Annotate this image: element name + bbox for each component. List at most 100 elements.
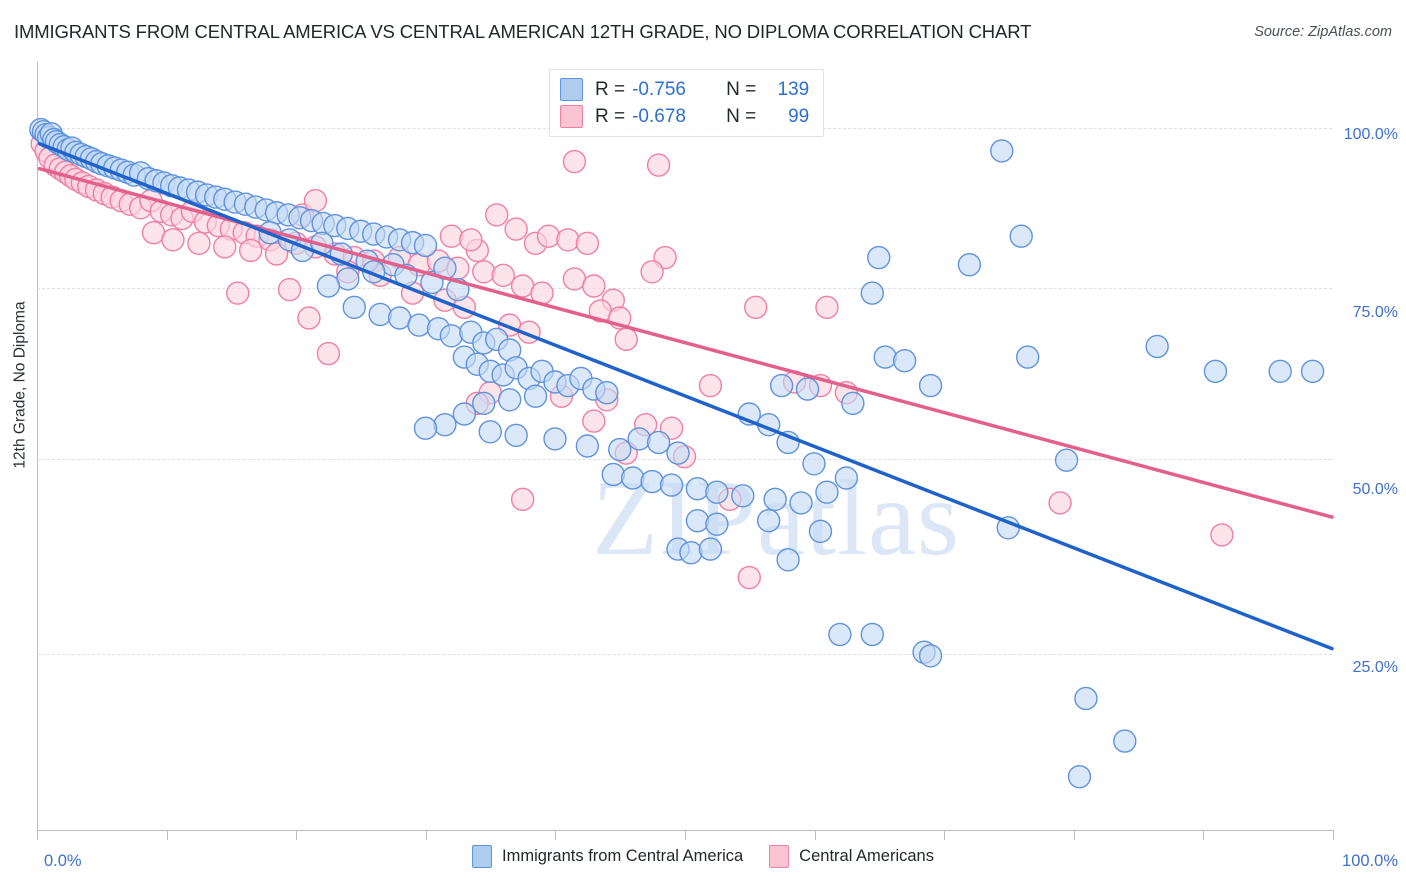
data-point [543, 427, 567, 451]
data-point [815, 480, 839, 504]
data-point [860, 281, 884, 305]
data-point [556, 228, 580, 252]
blue-r-label: R = [595, 78, 626, 100]
data-point [737, 565, 761, 590]
data-point [582, 409, 606, 433]
data-point [161, 228, 185, 252]
legend-row-pink: R = -0.678 N = 99 [560, 103, 809, 130]
data-point [808, 519, 833, 544]
x-axis-max-label: 100.0% [1342, 852, 1398, 870]
scatter-layer [29, 117, 1334, 789]
y-tick-label-75: 75.0% [1352, 303, 1398, 321]
data-point [860, 622, 884, 647]
data-point [187, 231, 211, 256]
blue-r-value: -0.756 [632, 78, 686, 100]
data-point [277, 277, 302, 302]
data-point [705, 480, 729, 504]
x-tick-9 [1203, 830, 1205, 840]
data-point [413, 416, 438, 440]
page-title: IMMIGRANTS FROM CENTRAL AMERICA VS CENTR… [14, 21, 1032, 42]
data-point [705, 512, 729, 536]
data-point [763, 487, 787, 512]
data-point [472, 260, 496, 284]
gridline-25 [37, 654, 1332, 655]
legend-swatch-pink-icon [560, 105, 583, 128]
data-point [459, 228, 483, 252]
data-point [698, 537, 723, 561]
legend-swatch-immigrants-icon [472, 845, 493, 868]
data-point [685, 508, 710, 533]
y-tick-label-50: 50.0% [1352, 481, 1398, 499]
data-point [802, 452, 826, 476]
legend-swatch-blue-icon [560, 78, 583, 101]
data-point [575, 434, 600, 458]
data-point [141, 220, 166, 245]
data-point [433, 412, 457, 437]
data-point [316, 341, 341, 366]
data-point [562, 267, 587, 291]
x-tick-6 [814, 830, 816, 840]
data-point [413, 233, 438, 258]
data-point [1210, 523, 1234, 547]
data-point [640, 260, 664, 284]
source-attribution: Source: ZipAtlas.com [1254, 24, 1392, 40]
data-point [601, 462, 625, 487]
data-point [769, 373, 794, 398]
data-point [407, 313, 431, 337]
data-point [497, 388, 522, 412]
y-tick-label-100: 100.0% [1343, 125, 1398, 143]
data-point [1203, 359, 1228, 384]
data-point [316, 274, 341, 298]
legend-row-blue: R = -0.756 N = 139 [560, 76, 809, 103]
data-point [510, 274, 535, 298]
data-point [387, 306, 412, 330]
y-axis-title-label: 12th Grade, No Diploma [12, 301, 30, 469]
data-point [595, 380, 619, 405]
blue-n-value: 139 [777, 78, 810, 100]
x-tick-3 [425, 830, 427, 840]
data-point [575, 231, 600, 256]
y-axis-title: 12th Grade, No Diploma [8, 0, 34, 770]
data-point [342, 295, 366, 320]
data-point [1074, 686, 1098, 711]
data-point [1054, 448, 1079, 472]
x-tick-10 [1333, 830, 1334, 840]
data-point [744, 295, 768, 320]
data-point [303, 188, 328, 213]
data-point [873, 345, 897, 369]
series-legend: Immigrants from Central America Central … [0, 845, 1406, 868]
data-point [582, 274, 606, 298]
data-point [685, 476, 710, 501]
data-point [614, 327, 638, 352]
data-point [918, 373, 943, 398]
data-point [698, 373, 723, 398]
data-point [1048, 491, 1072, 515]
data-point [621, 466, 645, 490]
correlation-legend: R = -0.756 N = 139 R = -0.678 N = 99 [549, 69, 825, 137]
x-tick-5 [685, 830, 686, 840]
pink-n-label: N = [726, 105, 757, 127]
data-point [504, 423, 528, 448]
data-point [562, 149, 587, 174]
data-point [795, 377, 820, 401]
legend-label-central-americans: Central Americans [799, 847, 934, 865]
x-tick-1 [166, 830, 168, 840]
data-point [646, 430, 671, 455]
legend-item-blue[interactable]: Immigrants from Central America [472, 845, 743, 868]
data-point [1067, 764, 1092, 789]
legend-item-pink[interactable]: Central Americans [769, 845, 934, 868]
data-point [756, 508, 781, 533]
x-tick-8 [1073, 830, 1075, 840]
data-point [918, 644, 943, 668]
y-tick-label-25: 25.0% [1352, 659, 1398, 677]
data-point [815, 295, 839, 320]
data-point [536, 224, 561, 248]
legend-label-immigrants: Immigrants from Central America [502, 847, 744, 865]
data-point [336, 267, 360, 291]
pink-n-value: 99 [788, 105, 810, 127]
data-point [491, 263, 515, 288]
data-point [1300, 359, 1325, 384]
x-tick-2 [296, 830, 298, 840]
data-point [834, 466, 859, 490]
